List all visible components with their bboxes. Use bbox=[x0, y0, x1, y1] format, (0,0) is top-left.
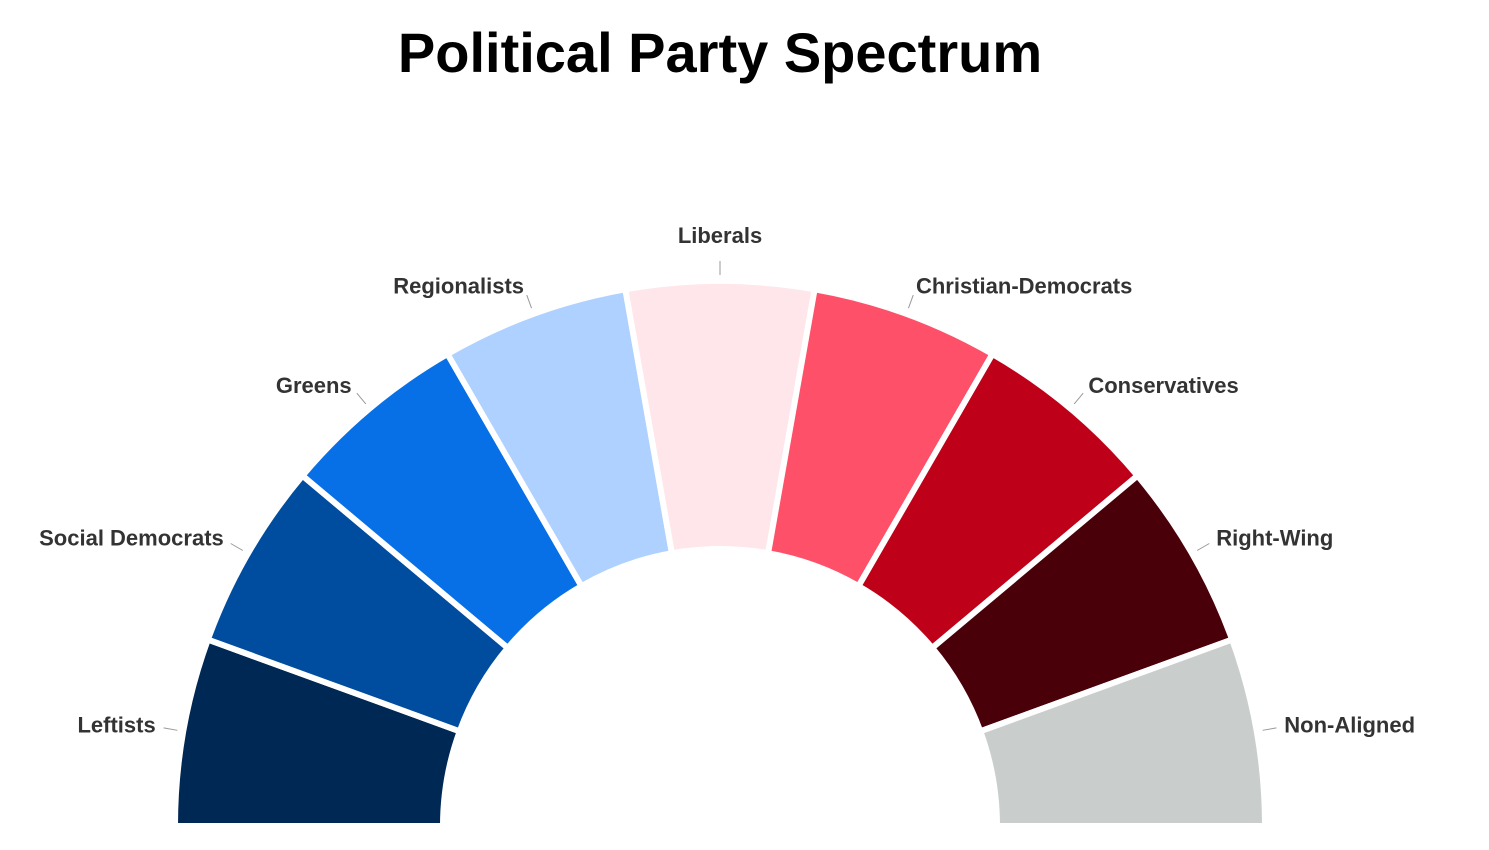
slice-label: Leftists bbox=[77, 712, 155, 737]
slice-label: Right-Wing bbox=[1216, 525, 1333, 550]
leader-line bbox=[230, 543, 244, 551]
chart-title: Political Party Spectrum bbox=[398, 21, 1042, 84]
leader-line bbox=[907, 294, 914, 309]
slice-label: Liberals bbox=[678, 223, 762, 248]
slice-label: Social Democrats bbox=[39, 525, 224, 550]
leader-line bbox=[526, 294, 533, 309]
leader-line bbox=[1196, 543, 1210, 551]
slice bbox=[976, 635, 1269, 829]
leader-line bbox=[163, 727, 178, 731]
leader-line bbox=[356, 392, 367, 405]
slice-label: Greens bbox=[276, 373, 352, 398]
slice-label: Regionalists bbox=[393, 273, 524, 298]
slice-label: Non-Aligned bbox=[1284, 712, 1415, 737]
slice-label: Christian-Democrats bbox=[916, 273, 1132, 298]
slice-label: Conservatives bbox=[1088, 373, 1238, 398]
baseline-mask bbox=[0, 826, 1489, 850]
leader-line bbox=[1073, 392, 1084, 405]
leader-line bbox=[1262, 727, 1277, 731]
